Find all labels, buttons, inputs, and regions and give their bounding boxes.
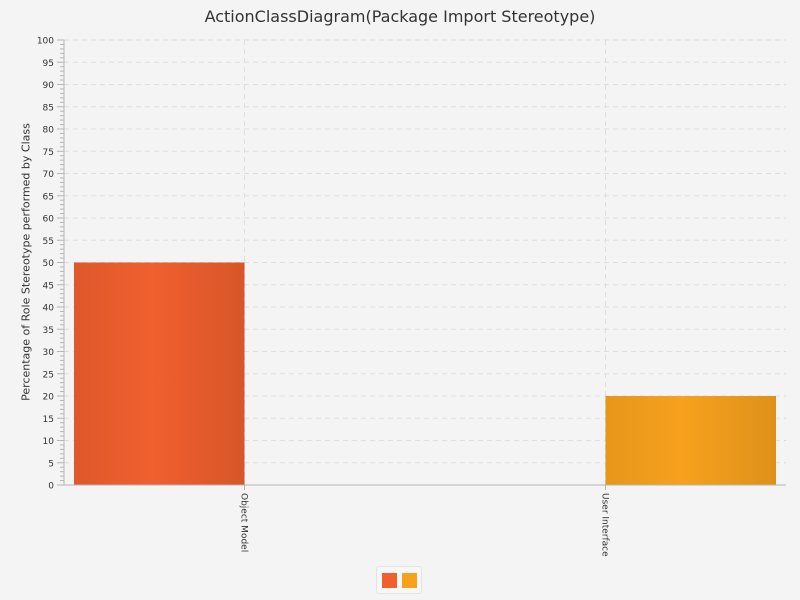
chart-title: ActionClassDiagram(Package Import Stereo…	[204, 7, 596, 26]
y-tick-label: 45	[43, 281, 54, 291]
x-tick-label: Object Model	[239, 493, 249, 552]
y-tick-label: 20	[43, 393, 55, 403]
y-tick-label: 25	[43, 370, 54, 380]
bar	[74, 262, 245, 485]
y-tick-label: 100	[37, 37, 54, 47]
y-tick-label: 75	[43, 148, 54, 158]
y-tick-label: 5	[48, 459, 54, 469]
legend	[376, 566, 422, 594]
y-tick-label: 65	[43, 192, 54, 202]
y-tick-label: 85	[43, 103, 54, 113]
y-tick-label: 50	[43, 259, 55, 269]
x-tick-label: User Interface	[600, 493, 610, 557]
y-tick-label: 60	[43, 215, 55, 225]
y-tick-label: 15	[43, 415, 54, 425]
y-tick-label: 10	[43, 437, 55, 447]
y-tick-label: 70	[43, 170, 55, 180]
y-tick-label: 95	[43, 59, 54, 69]
y-tick-label: 80	[43, 126, 55, 136]
bar	[605, 396, 776, 485]
y-tick-label: 90	[43, 81, 55, 91]
y-tick-label: 55	[43, 237, 54, 247]
y-tick-label: 0	[48, 482, 54, 492]
legend-swatch-series-1	[382, 573, 397, 588]
y-tick-label: 30	[43, 348, 55, 358]
y-tick-label: 35	[43, 326, 54, 336]
legend-swatch-series-2	[402, 573, 417, 588]
y-tick-label: 40	[43, 304, 55, 314]
